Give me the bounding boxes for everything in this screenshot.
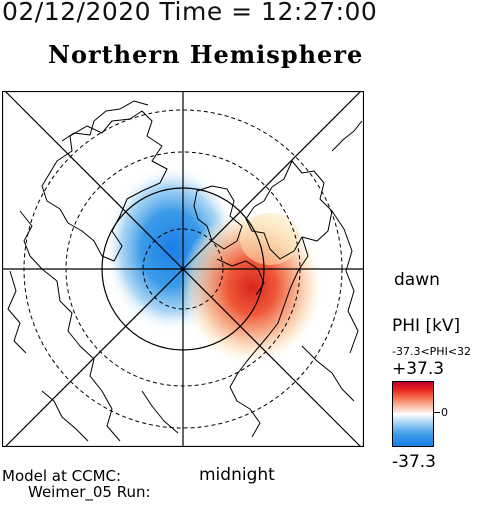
legend-colorbar — [392, 381, 434, 447]
legend-range: -37.3<PHI<32 — [392, 345, 472, 358]
credit-line-2: Weimer_05 Run: — [28, 483, 151, 501]
dawn-label: dawn — [394, 270, 440, 290]
hemisphere-title: Northern Hemisphere — [48, 40, 364, 69]
legend-zero-label: 0 — [441, 406, 448, 419]
map-border — [2, 91, 364, 447]
legend-zero-tick — [434, 412, 440, 413]
positive-potential-halo — [240, 213, 300, 265]
midnight-label: midnight — [199, 465, 275, 485]
polar-map — [2, 91, 364, 447]
legend-title: PHI [kV] — [392, 316, 461, 336]
legend-min-label: -37.3 — [392, 452, 436, 472]
meridian-diagonal-2 — [4, 91, 362, 447]
coastlines — [7, 100, 363, 442]
timestamp: 02/12/2020 Time = 12:27:00 — [2, 0, 378, 26]
credit-line-1: Model at CCMC: — [2, 467, 122, 485]
legend-max-label: +37.3 — [392, 359, 445, 379]
